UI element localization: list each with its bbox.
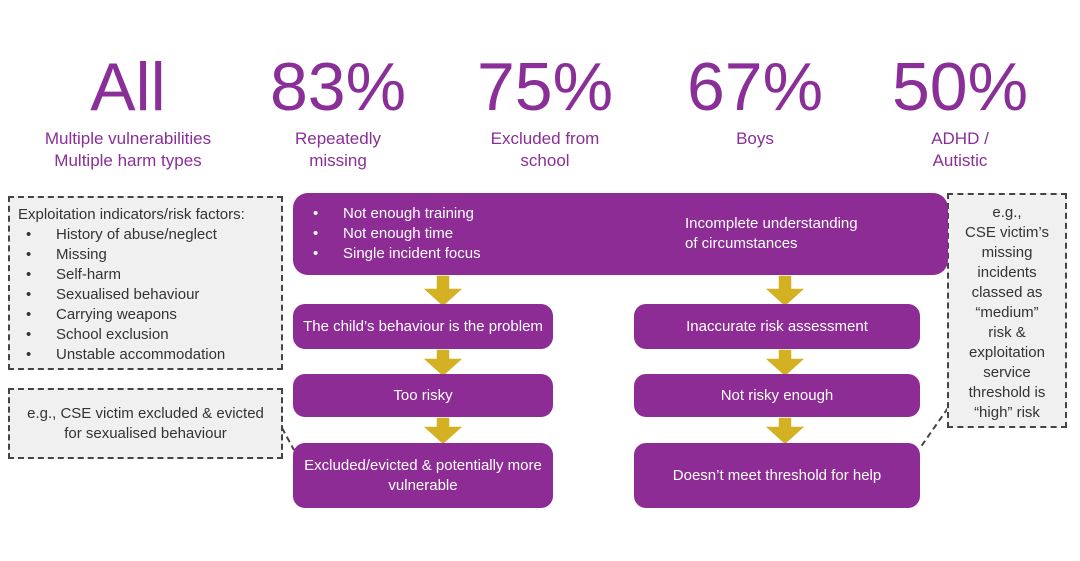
down-arrow-icon [762, 348, 808, 379]
stat-value: 83% [269, 49, 407, 125]
note-line: “medium” [975, 304, 1039, 321]
stat-label: Multiple vulnerabilities [44, 129, 212, 148]
risk-factor-item: Missing [18, 245, 273, 265]
risk-factor-item: School exclusion [18, 325, 273, 345]
right-connector [919, 407, 949, 449]
risk-factors-title: Exploitation indicators/risk factors: [18, 206, 245, 223]
note-line: for sexualised behaviour [64, 424, 227, 442]
stat-all: All Multiple vulnerabilities Multiple har… [8, 52, 248, 172]
stat-excluded: 75% Excluded from school [425, 52, 665, 172]
down-arrow-icon [420, 274, 466, 309]
left-flow-step-3: Excluded/evicted & potentially more vuln… [293, 443, 553, 508]
note-line: missing [981, 244, 1033, 261]
down-arrow-icon [762, 274, 808, 309]
cause-item: Not enough time [305, 224, 505, 244]
stat-label: ADHD / [931, 129, 989, 148]
stat-missing: 83% Repeatedly missing [218, 52, 458, 172]
risk-factor-item: History of abuse/neglect [18, 225, 273, 245]
stat-label: Repeatedly [294, 129, 381, 148]
right-flow-step-2: Not risky enough [634, 374, 920, 417]
stat-value: 50% [891, 49, 1029, 125]
right-example-note: e.g., CSE victim’s missing incidents cla… [947, 193, 1067, 428]
right-flow-step-1: Inaccurate risk assessment [634, 304, 920, 349]
stat-adhd: 50% ADHD / Autistic [840, 52, 1080, 172]
stat-label: Autistic [932, 151, 988, 170]
result-line: of circumstances [685, 235, 798, 252]
note-line: threshold is [968, 384, 1046, 401]
risk-factors-note: Exploitation indicators/risk factors: Hi… [8, 196, 283, 370]
stat-label: Boys [736, 129, 774, 148]
risk-factor-item: Self-harm [18, 265, 273, 285]
left-connector [281, 427, 295, 451]
stat-value: 67% [686, 49, 824, 125]
causes-bar: Not enough training Not enough time Sing… [293, 193, 948, 275]
note-line: incidents [977, 264, 1037, 281]
down-arrow-icon [762, 416, 808, 447]
cause-item: Not enough training [305, 204, 505, 224]
risk-factor-item: Carrying weapons [18, 305, 273, 325]
note-line: “high” risk [974, 404, 1040, 421]
left-flow-step-1: The child’s behaviour is the problem [293, 304, 553, 349]
stat-value: 75% [476, 49, 614, 125]
stat-label: missing [309, 151, 367, 170]
note-line: e.g., CSE victim excluded & evicted [27, 404, 264, 422]
right-flow-step-3: Doesn’t meet threshold for help [634, 443, 920, 508]
left-example-note: e.g., CSE victim excluded & evicted for … [8, 388, 283, 459]
note-line: classed as [971, 284, 1043, 301]
result-line: Incomplete understanding [685, 215, 858, 232]
risk-factor-item: Sexualised behaviour [18, 285, 273, 305]
stat-label: Multiple harm types [54, 151, 202, 170]
note-line: CSE victim’s [965, 224, 1049, 241]
down-arrow-icon [420, 348, 466, 379]
stat-label: school [520, 151, 570, 170]
note-line: service [983, 364, 1031, 381]
note-line: risk & [988, 324, 1026, 341]
stat-value: All [90, 49, 166, 125]
result-text: Incomplete understanding of circumstance… [685, 214, 858, 254]
stat-label: Excluded from [490, 129, 600, 148]
cause-item: Single incident focus [305, 244, 505, 264]
note-line: e.g., [992, 204, 1022, 221]
left-flow-step-2: Too risky [293, 374, 553, 417]
stat-boys: 67% Boys [635, 52, 875, 150]
note-line: exploitation [969, 344, 1045, 361]
down-arrow-icon [420, 416, 466, 447]
risk-factor-item: Unstable accommodation [18, 345, 273, 365]
